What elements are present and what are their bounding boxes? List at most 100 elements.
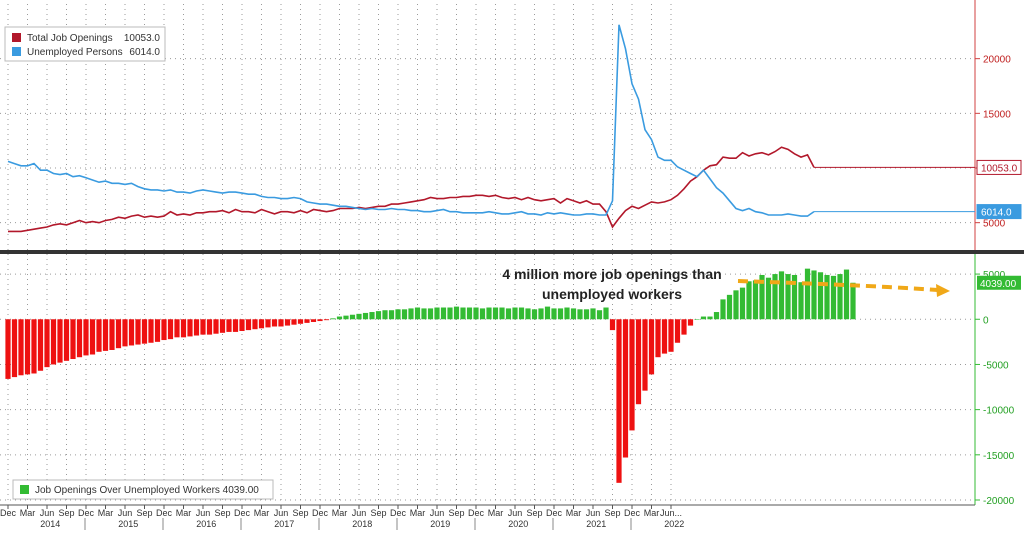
bar [596,310,603,320]
legend-box-top [4,26,166,62]
bar [11,319,18,378]
bar [115,319,122,349]
annotation-text-line-1: 4 million more job openings than [502,266,721,282]
bar [161,319,167,341]
x-tick-label-year: 2021 [586,519,606,529]
x-tick-label-month: Sep [214,508,230,518]
bar [252,319,258,330]
x-tick-label-month: Sep [292,508,308,518]
bar [258,319,265,329]
bar [128,319,135,346]
bar [668,319,674,352]
bar [492,307,499,320]
bar [83,319,89,356]
bar [603,307,609,320]
bar [557,308,564,320]
last-value-tag [977,275,1021,290]
last-value-tag-text: 4039.00 [980,279,1017,290]
bar [37,319,44,371]
bar [811,270,817,320]
bar [226,319,232,332]
bar [180,319,187,338]
y-tick-label-top: 5000 [983,219,1006,230]
bar [271,319,278,327]
bar [323,319,330,321]
bar [473,307,479,320]
bar [538,308,544,320]
x-tick-label-year: 2016 [196,519,216,529]
x-tick-label-month: Dec [546,508,563,518]
x-tick-label-year: 2018 [352,519,372,529]
bar [70,319,76,360]
x-tick-label-month: Jun [508,508,523,518]
bar [206,319,213,335]
x-tick-label-month: Mar [410,508,426,518]
legend-swatch [20,485,29,494]
x-tick-label-year: 2017 [274,519,294,529]
y-tick-label-bottom: 5000 [983,270,1006,281]
bar [681,319,687,335]
bar [518,307,525,320]
bar [707,316,713,320]
bar [278,319,284,327]
bar [122,319,128,347]
bar [466,307,473,320]
x-tick-label-month: Dec [312,508,329,518]
bar [648,319,655,375]
x-tick-label-month: Dec [390,508,407,518]
bar [590,308,596,320]
last-value-tag-text: 6014.0 [981,208,1012,219]
bar [629,319,635,431]
x-tick-label-month: Dec [234,508,251,518]
bar [362,312,369,320]
bar [5,319,11,379]
bar [785,274,791,320]
bar [96,319,102,352]
x-tick-label-year: 2015 [118,519,138,529]
last-value-tag-text: 10053.0 [981,163,1018,174]
bar [661,319,668,354]
x-tick-label-year: 2014 [40,519,60,529]
legend-swatch [12,33,21,42]
bar [486,307,492,320]
x-tick-label-month: Mar [566,508,582,518]
bar [193,319,200,336]
bar [239,319,245,332]
bar [798,282,804,320]
x-tick-label-month: Mar [176,508,192,518]
y-tick-label-bottom: -5000 [983,360,1009,371]
bar [31,319,37,374]
bar [824,274,830,320]
bar [447,307,453,320]
y-tick-label-bottom: -20000 [983,496,1015,507]
bar [434,307,440,320]
bar [564,307,570,320]
x-tick-label-month: Jun [40,508,55,518]
bar [57,319,63,363]
bar [778,271,785,320]
bar [187,319,193,337]
bar [674,319,681,343]
bar [622,319,629,458]
bar [102,319,109,351]
bar [421,308,427,320]
bar [544,306,551,320]
x-tick-label-month: Mar [488,508,504,518]
bar [635,319,642,405]
x-tick-label-month: Sep [370,508,386,518]
bar [50,319,57,365]
legend-label: Total Job Openings [27,33,113,44]
line-series: 10053.0 6014.0 [7,24,1022,233]
bar [759,274,765,320]
bar [18,319,24,376]
bar [213,319,219,334]
y-tick-label-bottom: -15000 [983,451,1015,462]
bar [525,308,531,320]
bar [317,319,323,322]
bar [375,311,382,320]
annotation-text-line-2: unemployed workers [542,286,682,302]
bar [531,309,538,320]
bar [616,319,622,483]
bar [388,310,395,320]
